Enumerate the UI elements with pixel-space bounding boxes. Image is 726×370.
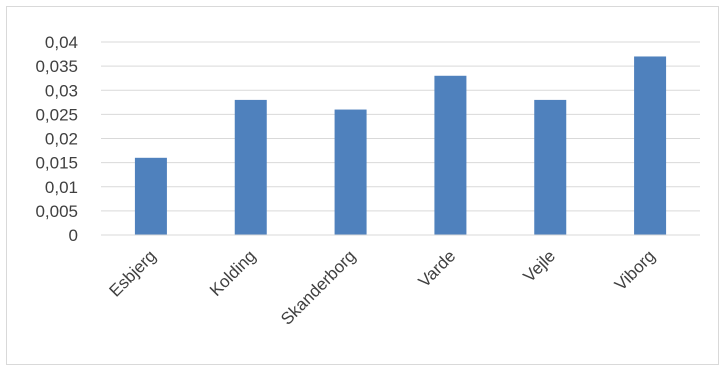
x-category-label: Esbjerg — [106, 246, 160, 300]
y-tick-label: 0,04 — [45, 33, 78, 52]
y-tick-label: 0 — [69, 226, 78, 245]
bar-skanderborg — [335, 110, 367, 235]
bar-kolding — [235, 100, 267, 235]
x-category-label: Skanderborg — [277, 246, 359, 328]
y-tick-label: 0,03 — [45, 81, 78, 100]
bar-viborg — [634, 56, 666, 235]
bar-varde — [434, 76, 466, 235]
y-tick-label: 0,035 — [35, 57, 78, 76]
y-tick-labels: 0 0,005 0,01 0,015 0,02 0,025 0,03 0,035 0,04 — [35, 33, 78, 245]
y-tick-label: 0,025 — [35, 105, 78, 124]
y-tick-label: 0,005 — [35, 202, 78, 221]
y-tick-label: 0,01 — [45, 178, 78, 197]
y-tick-label: 0,015 — [35, 154, 78, 173]
x-category-label: Kolding — [206, 246, 260, 300]
x-category-label: Viborg — [611, 246, 659, 294]
bar-vejle — [534, 100, 566, 235]
bars — [135, 56, 666, 235]
x-category-label: Varde — [415, 246, 460, 291]
bar-esbjerg — [135, 158, 167, 235]
x-category-labels: Esbjerg Kolding Skanderborg Varde Vejle Vibor… — [106, 246, 659, 328]
x-category-label: Vejle — [520, 246, 560, 286]
y-tick-label: 0,02 — [45, 130, 78, 149]
gridlines — [101, 42, 700, 211]
